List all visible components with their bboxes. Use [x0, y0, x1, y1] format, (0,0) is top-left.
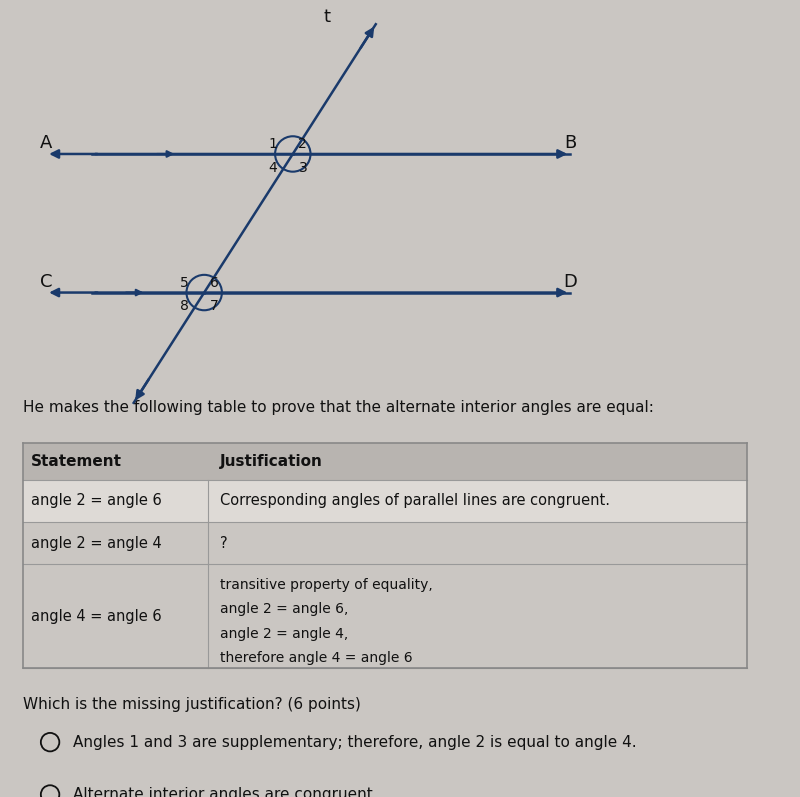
Text: Alternate interior angles are congruent.: Alternate interior angles are congruent.	[73, 787, 378, 797]
Text: transitive property of equality,: transitive property of equality,	[219, 578, 432, 592]
Text: 7: 7	[210, 300, 218, 313]
Bar	[23, 442, 747, 480]
Bar	[23, 480, 747, 522]
Text: 8: 8	[180, 300, 189, 313]
Text: therefore angle 4 = angle 6: therefore angle 4 = angle 6	[219, 650, 412, 665]
Text: angle 2 = angle 6,: angle 2 = angle 6,	[219, 603, 348, 616]
Text: 6: 6	[210, 276, 218, 289]
Text: 2: 2	[298, 137, 307, 151]
Text: 4: 4	[268, 161, 277, 175]
Text: He makes the following table to prove that the alternate interior angles are equ: He makes the following table to prove th…	[23, 400, 654, 415]
Text: 3: 3	[298, 161, 307, 175]
Text: Which is the missing justification? (6 points): Which is the missing justification? (6 p…	[23, 697, 361, 713]
Text: C: C	[40, 273, 53, 291]
Text: 1: 1	[268, 137, 278, 151]
Text: ?: ?	[219, 536, 227, 551]
Text: 5: 5	[180, 276, 189, 289]
Text: A: A	[40, 134, 53, 152]
Text: B: B	[564, 134, 576, 152]
Text: Justification: Justification	[219, 453, 322, 469]
Bar	[23, 564, 747, 668]
Text: Statement: Statement	[31, 453, 122, 469]
Text: angle 4 = angle 6: angle 4 = angle 6	[31, 609, 162, 624]
Text: angle 2 = angle 6: angle 2 = angle 6	[31, 493, 162, 508]
Text: angle 2 = angle 4: angle 2 = angle 4	[31, 536, 162, 551]
Text: D: D	[563, 273, 577, 291]
Text: Angles 1 and 3 are supplementary; therefore, angle 2 is equal to angle 4.: Angles 1 and 3 are supplementary; theref…	[73, 735, 637, 750]
Text: angle 2 = angle 4,: angle 2 = angle 4,	[219, 626, 348, 641]
Bar	[23, 522, 747, 564]
Text: t: t	[324, 8, 331, 26]
Text: Corresponding angles of parallel lines are congruent.: Corresponding angles of parallel lines a…	[219, 493, 610, 508]
